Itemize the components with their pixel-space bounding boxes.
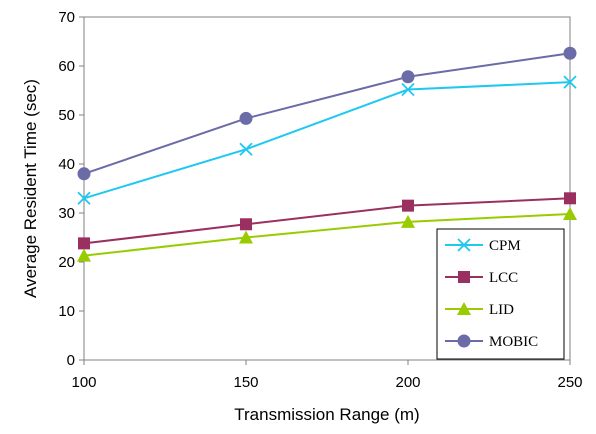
y-tick-label: 30 xyxy=(58,205,75,222)
legend-label: CPM xyxy=(489,238,521,254)
x-tick-label: 100 xyxy=(71,374,96,391)
y-tick-label: 10 xyxy=(58,303,75,320)
legend-marker-mobic xyxy=(457,334,471,348)
data-point-cpm xyxy=(563,75,577,89)
legend-label: MOBIC xyxy=(489,334,538,350)
series-line-lid xyxy=(83,212,571,257)
legend-label: LID xyxy=(489,302,514,318)
legend-marker-cpm xyxy=(457,238,471,252)
data-point-cpm xyxy=(239,142,253,156)
data-point-cpm xyxy=(77,191,91,205)
series-lid xyxy=(77,206,577,262)
y-tick-label: 40 xyxy=(58,156,75,173)
x-axis-title: Transmission Range (m) xyxy=(234,405,419,424)
data-point-lid xyxy=(563,206,577,220)
data-point-mobic xyxy=(77,167,91,181)
series-line-mobic xyxy=(83,52,571,175)
data-point-lcc xyxy=(564,192,576,205)
data-point-cpm xyxy=(401,82,415,97)
legend-label: LCC xyxy=(489,270,518,286)
series-mobic xyxy=(77,46,577,181)
data-point-lcc xyxy=(78,237,90,250)
plot-frame xyxy=(83,16,571,361)
series-layer xyxy=(77,46,577,262)
axes: 0 10 20 30 40 50 60 70 100 150 200 250 Transmission … xyxy=(21,9,583,424)
data-point-lid xyxy=(77,248,91,262)
legend-marker-lcc xyxy=(458,271,470,283)
data-point-mobic xyxy=(239,111,253,125)
y-tick-label: 70 xyxy=(58,9,75,26)
y-tick-label: 0 xyxy=(67,352,75,369)
data-point-lcc xyxy=(240,218,252,231)
y-axis-title: Average Resident Time (sec) xyxy=(21,79,40,298)
legend-marker-lid xyxy=(457,302,471,315)
legend: CPM LCC LID MOBIC xyxy=(436,228,565,360)
data-point-lid xyxy=(239,230,253,244)
series-line-lcc xyxy=(83,197,571,245)
data-point-lcc xyxy=(402,199,414,212)
y-tick-label: 60 xyxy=(58,58,75,75)
data-point-mobic xyxy=(401,70,415,84)
y-tick-label: 20 xyxy=(58,254,75,271)
x-tick-label: 250 xyxy=(557,374,582,391)
series-lcc xyxy=(78,192,576,250)
series-line-cpm xyxy=(83,81,571,200)
y-tick-label: 50 xyxy=(58,107,75,124)
data-point-mobic xyxy=(563,46,577,60)
series-cpm xyxy=(77,75,577,205)
data-point-lid xyxy=(401,214,415,228)
x-tick-label: 200 xyxy=(395,374,420,391)
x-tick-label: 150 xyxy=(233,374,258,391)
